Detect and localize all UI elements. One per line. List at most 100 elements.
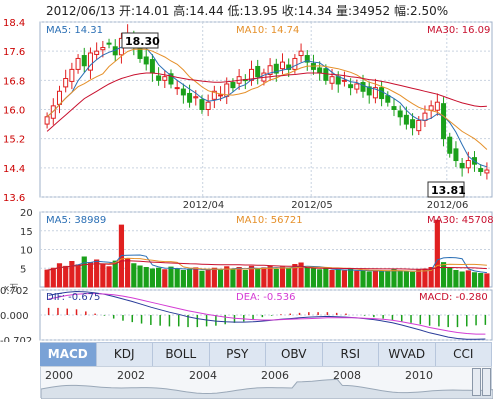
tab-psy[interactable]: PSY [210, 343, 266, 366]
volume-bars [44, 219, 490, 288]
volume-bar [261, 267, 267, 288]
price-candle [335, 76, 341, 85]
tab-kdj[interactable]: KDJ [97, 343, 153, 366]
price-candle [465, 160, 471, 169]
price-y-tick-label: 16.8 [3, 76, 25, 87]
price-ma-lines [46, 43, 488, 168]
price-candle [447, 136, 453, 154]
price-candle [422, 112, 428, 121]
price-candle [397, 110, 403, 118]
price-candle [106, 42, 112, 45]
tab-rsi[interactable]: RSI [323, 343, 379, 366]
volume-y-tick-label: 10 [20, 246, 33, 257]
volume-bar [94, 259, 100, 288]
volume-y-ticks: 20 15 10 5 [20, 208, 33, 275]
price-candle [230, 82, 236, 89]
price-y-tick-label: 18.4 [3, 18, 25, 29]
timeline-navigator[interactable]: 2000 2002 2004 2006 2008 2010 [40, 366, 493, 399]
volume-bar [217, 269, 224, 288]
price-candle [372, 87, 378, 99]
price-ma5-legend: MA5: 14.31 [46, 25, 103, 36]
volume-y-tick-label: 20 [20, 208, 33, 219]
stock-chart[interactable]: 18.417.616.816.015.214.413.6 2012/04 2012… [0, 0, 497, 342]
price-candle [249, 68, 255, 81]
volume-bar [471, 272, 478, 288]
timeline-sparkline [41, 378, 493, 399]
tab-obv[interactable]: OBV [266, 343, 323, 366]
volume-bar [131, 263, 137, 288]
tab-wvad[interactable]: WVAD [379, 343, 436, 366]
price-candle [180, 88, 186, 96]
volume-ma5-legend: MA5: 38989 [46, 215, 106, 226]
volume-bar [434, 219, 440, 288]
price-candle [366, 86, 372, 96]
volume-bar [180, 270, 186, 288]
price-y-tick-label: 13.6 [3, 193, 25, 204]
volume-bar [149, 268, 156, 288]
volume-bar [106, 266, 112, 288]
tab-macd[interactable]: MACD [40, 343, 97, 366]
volume-bar [366, 271, 372, 288]
price-candle [416, 119, 422, 132]
quote-date: 2012/06/13 [46, 4, 116, 18]
volume-bar [341, 270, 348, 288]
price-candle [323, 68, 329, 81]
volume-bar [63, 265, 69, 288]
tab-boll[interactable]: BOLL [153, 343, 210, 366]
price-candle [205, 101, 211, 111]
price-candle [100, 47, 106, 51]
dea-line [48, 293, 486, 335]
price-candle [354, 83, 360, 90]
dif-legend: DIF: -0.675 [46, 292, 100, 303]
volume-bar [329, 270, 335, 288]
volume-ma30-line [47, 260, 487, 271]
price-grid [40, 21, 492, 198]
volume-y-tick-label: 5 [20, 264, 26, 275]
volume-bar [416, 269, 422, 288]
volume-bar [125, 258, 131, 288]
volume-bar [422, 268, 428, 288]
tab-cci[interactable]: CCI [436, 343, 492, 366]
volume-ma10-line [47, 257, 487, 272]
price-candle [187, 92, 193, 103]
volume-bar [403, 271, 409, 288]
volume-bar [317, 269, 323, 288]
timeline-right-handle[interactable] [482, 368, 491, 396]
price-candle [279, 61, 285, 70]
timeline-year-label: 2000 [45, 369, 73, 382]
dea-legend: DEA: -0.536 [236, 292, 295, 303]
price-candle [63, 78, 69, 88]
price-candle [441, 103, 447, 140]
close-label: 收: [281, 4, 298, 18]
max-price-label: 18.30 [125, 35, 160, 48]
price-candle [193, 96, 199, 99]
volume-bar [409, 271, 416, 288]
price-candle [317, 67, 323, 74]
price-x-tick-label: 2012/06 [427, 200, 469, 211]
volume-bar [379, 271, 385, 288]
price-x-tick-label: 2012/04 [183, 200, 225, 211]
price-candle [428, 105, 434, 111]
macd-lines [48, 290, 486, 340]
timeline-left-handle[interactable] [472, 368, 481, 396]
price-ma30-line [46, 72, 487, 132]
price-y-tick-label: 14.4 [3, 164, 25, 175]
price-candle [484, 169, 490, 174]
timeline-year-label: 2002 [117, 369, 145, 382]
high-label: 高: [173, 4, 190, 18]
price-candle [87, 52, 93, 71]
volume-bar [286, 268, 292, 288]
low-value: 13.95 [243, 4, 278, 18]
volume-bar [465, 270, 471, 288]
volume-bar [354, 270, 360, 288]
volume-bar [310, 268, 317, 288]
change-label: 幅: [394, 4, 411, 18]
price-candle [292, 57, 298, 70]
volume-ma10-legend: MA10: 56721 [236, 215, 303, 226]
close-value: 14.34 [297, 4, 333, 18]
volume-bar [56, 263, 63, 288]
volume-bar [193, 267, 199, 288]
high-value: 14.44 [189, 4, 224, 18]
price-candle [459, 162, 465, 169]
price-candle [341, 79, 347, 82]
